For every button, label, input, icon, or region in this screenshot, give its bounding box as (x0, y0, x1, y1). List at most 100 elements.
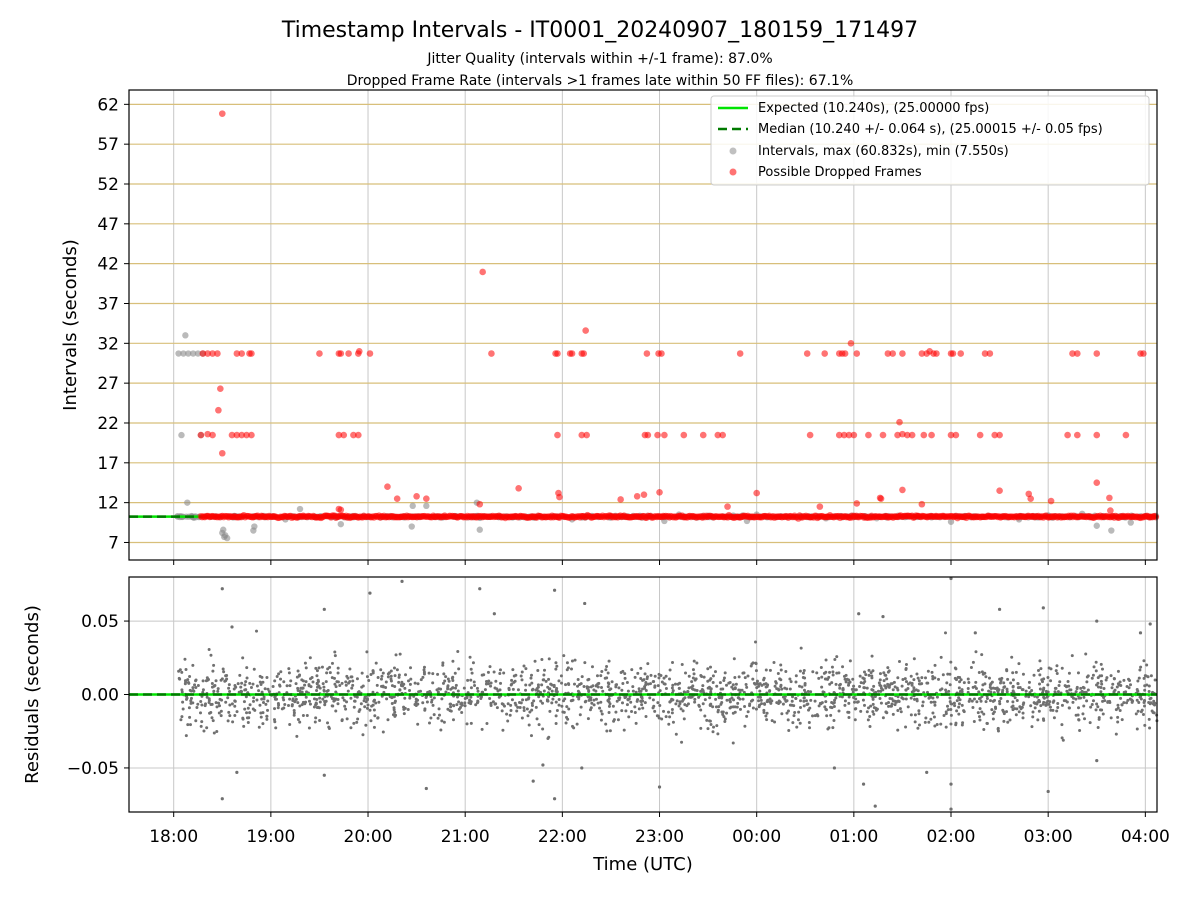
residual-point (801, 671, 805, 675)
residual-point (999, 681, 1003, 685)
residual-point (794, 680, 798, 684)
residual-point (508, 713, 512, 717)
residual-point (646, 662, 650, 666)
residual-point (1046, 789, 1050, 794)
residual-point (716, 732, 720, 736)
residual-point (1097, 716, 1101, 720)
residual-point (1125, 701, 1129, 705)
residual-point (463, 697, 467, 701)
residual-point (909, 674, 913, 678)
residual-point (896, 695, 900, 699)
residual-point (887, 685, 891, 689)
dropped-frame-point (714, 431, 722, 439)
residual-point (828, 670, 832, 674)
residual-point (831, 673, 835, 677)
dropped-frame-point (643, 350, 651, 357)
residual-point (1128, 678, 1132, 682)
residual-point (515, 709, 519, 713)
residual-point (287, 703, 291, 707)
residual-point (288, 697, 292, 701)
residual-point (881, 615, 885, 619)
interval-point (182, 332, 189, 339)
residual-point (300, 703, 304, 707)
residual-point (622, 728, 626, 732)
dropped-frame-point (896, 418, 903, 426)
residual-point (1036, 668, 1040, 672)
residual-point (1135, 698, 1139, 702)
residual-point (887, 669, 891, 673)
residual-point (884, 710, 888, 714)
residual-point (625, 703, 629, 707)
residual-point (786, 709, 790, 713)
residual-point (551, 697, 555, 701)
residual-point (495, 706, 499, 710)
residual-point (456, 689, 460, 693)
residual-point (799, 646, 803, 650)
residual-point (344, 683, 348, 687)
residual-point (442, 720, 446, 724)
residual-point (315, 689, 319, 693)
residual-point (779, 663, 783, 667)
residual-point (1021, 672, 1025, 676)
residual-point (180, 690, 184, 694)
residual-point (708, 678, 712, 682)
residual-point (595, 674, 599, 678)
residual-point (706, 667, 710, 671)
residual-point (1056, 702, 1060, 706)
residual-point (1020, 688, 1024, 692)
residual-point (686, 690, 690, 694)
residual-point (480, 727, 484, 731)
residual-point (866, 718, 870, 722)
residual-point (854, 707, 858, 711)
dropped-frame-point (340, 431, 348, 439)
residual-point (456, 649, 460, 653)
residual-point (957, 702, 961, 706)
residual-point (603, 676, 607, 680)
residual-point (1038, 687, 1042, 691)
residual-point (314, 666, 318, 670)
residual-point (721, 687, 725, 691)
residual-point (949, 708, 953, 712)
residual-point (659, 674, 663, 678)
residual-point (1122, 678, 1126, 682)
residual-point (403, 696, 407, 700)
residual-point (374, 701, 378, 705)
residual-point (1148, 697, 1152, 701)
dropped-frame-point (847, 340, 855, 347)
dropped-frame-point (215, 406, 222, 414)
dropped-frame-point (719, 431, 726, 439)
residual-point (233, 704, 237, 708)
residual-point (561, 710, 565, 714)
residual-point (779, 678, 783, 682)
residual-point (1033, 706, 1037, 710)
residual-point (578, 683, 582, 687)
residual-point (946, 708, 950, 712)
dropped-frame-point (899, 486, 906, 494)
residual-point (448, 709, 452, 713)
residual-point (824, 707, 828, 711)
residual-point (1085, 680, 1089, 684)
residual-point (260, 697, 264, 701)
residual-point (1016, 681, 1020, 685)
intervals-ytick-label: 62 (97, 95, 119, 115)
residual-point (780, 712, 784, 716)
residual-point (862, 681, 866, 685)
residual-point (861, 698, 865, 702)
residual-point (529, 734, 533, 738)
residual-point (228, 703, 232, 707)
residual-point (409, 677, 413, 681)
residual-point (921, 704, 925, 708)
residual-point (1083, 717, 1087, 721)
residual-point (407, 679, 411, 683)
residual-point (687, 695, 691, 699)
residual-point (335, 680, 339, 684)
residual-point (1145, 683, 1149, 687)
residual-point (819, 702, 823, 706)
dropped-frame-point (554, 350, 561, 357)
residual-point (629, 700, 633, 704)
residual-point (446, 677, 450, 681)
residual-point (365, 650, 369, 654)
residual-point (796, 718, 800, 722)
residual-point (862, 670, 866, 674)
residual-point (469, 686, 473, 690)
